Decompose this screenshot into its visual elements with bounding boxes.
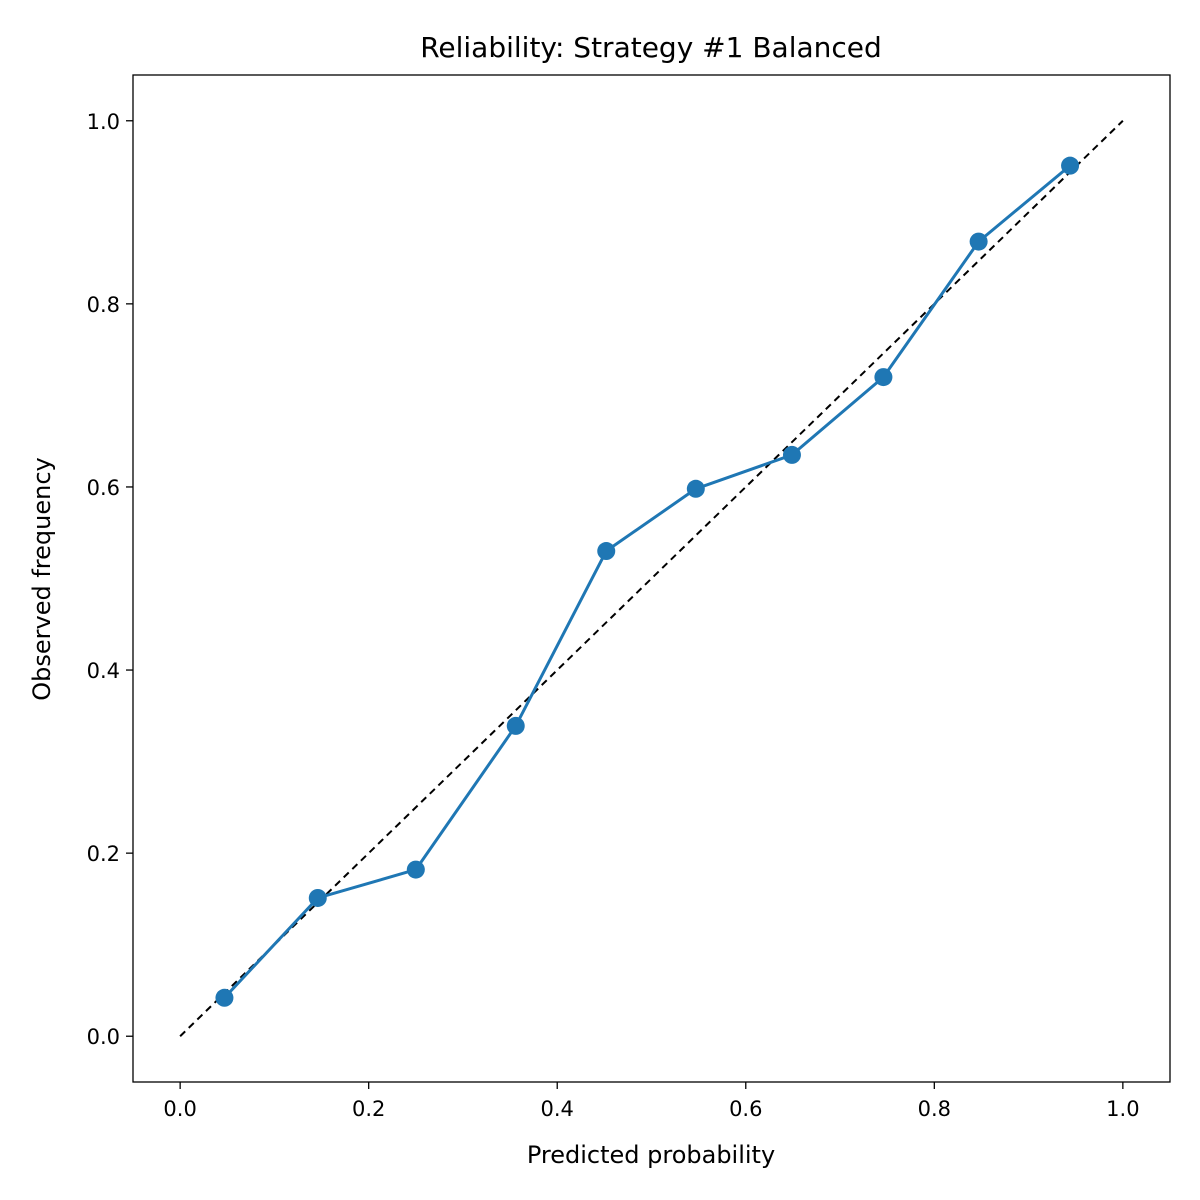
data-point — [597, 542, 616, 561]
y-tick-label: 0.4 — [87, 659, 120, 683]
y-tick-label: 0.2 — [87, 842, 120, 866]
y-tick-label: 0.8 — [87, 293, 120, 317]
x-tick-label: 0.0 — [163, 1097, 196, 1121]
x-axis-label: Predicted probability — [527, 1141, 775, 1169]
x-tick-label: 1.0 — [1106, 1097, 1139, 1121]
y-tick-label: 0.0 — [87, 1025, 120, 1049]
data-point — [506, 716, 525, 735]
data-point — [969, 232, 988, 251]
axis-ticks: 0.0 0.2 0.4 0.6 0.8 1.0 0.0 0.2 0.4 0.6 0.8 1.0 — [87, 110, 1140, 1121]
x-tick-label: 0.2 — [352, 1097, 385, 1121]
data-point — [686, 479, 705, 498]
y-tick-label: 0.6 — [87, 476, 120, 500]
plot-frame — [132, 74, 1171, 1083]
y-axis-label: Observed frequency — [28, 457, 56, 700]
data-point — [406, 860, 425, 879]
data-point — [782, 445, 801, 464]
x-tick-label: 0.8 — [918, 1097, 951, 1121]
x-tick-label: 0.6 — [729, 1097, 762, 1121]
y-tick-label: 1.0 — [87, 110, 120, 134]
x-tick-label: 0.4 — [541, 1097, 574, 1121]
data-point — [215, 988, 234, 1007]
perfect-calibration-line — [179, 120, 1124, 1037]
series-line — [223, 164, 1072, 999]
data-point — [1061, 156, 1080, 175]
data-point — [874, 368, 893, 387]
chart-title: Reliability: Strategy #1 Balanced — [420, 31, 882, 64]
plot-area — [179, 120, 1124, 1037]
data-point — [308, 888, 327, 907]
